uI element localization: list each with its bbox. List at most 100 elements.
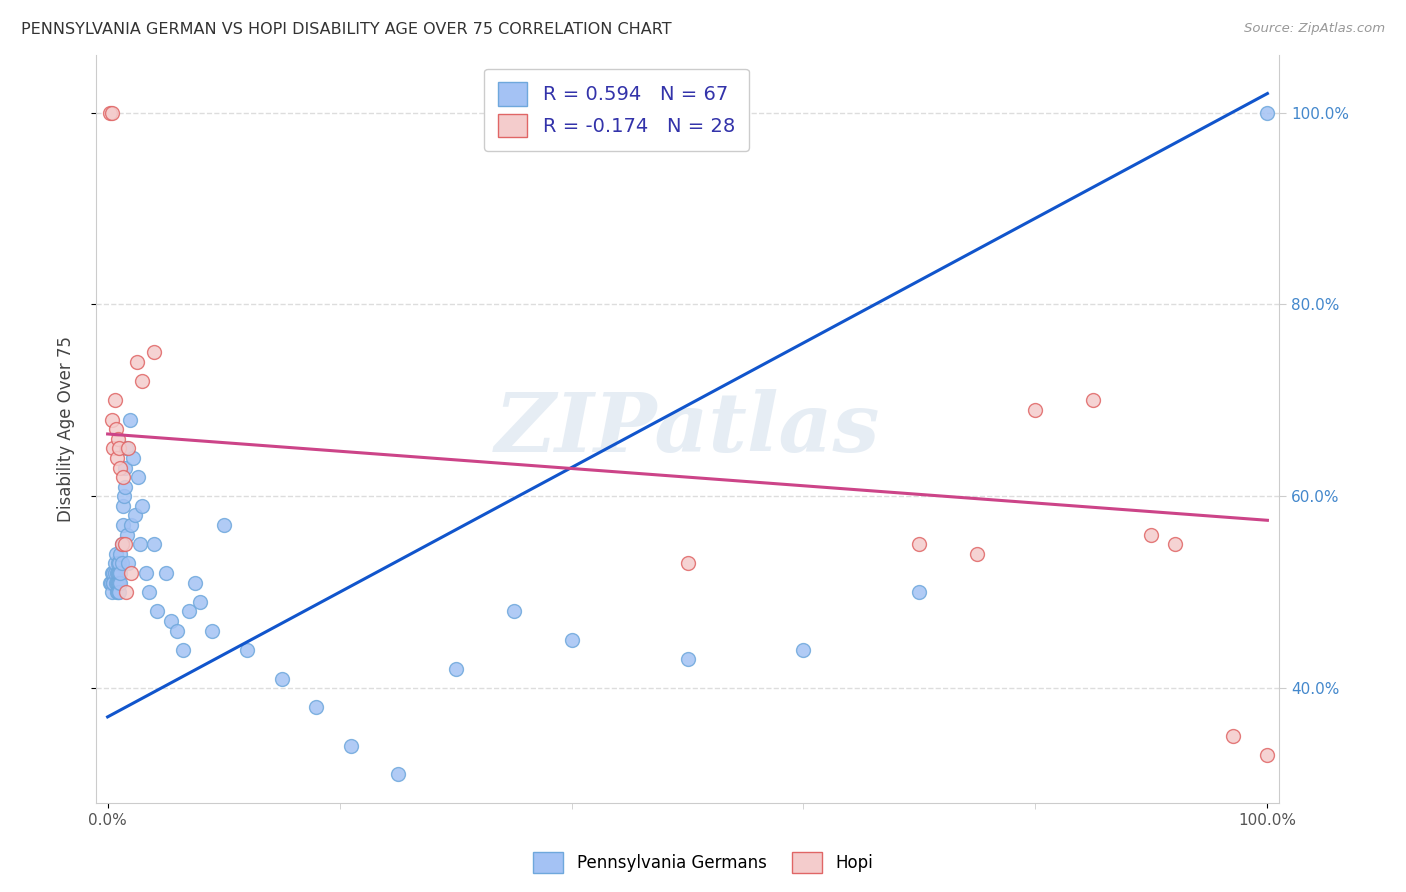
Point [101,585,124,599]
Point [1163,537,1185,551]
Point [104,547,127,561]
Point [103,575,125,590]
Point [114,480,136,494]
Point [101,412,124,426]
Point [108,575,131,590]
Point [104,422,127,436]
Point [1140,527,1163,541]
Point [1083,393,1105,408]
Point [110,547,132,561]
Point [118,412,141,426]
Point [908,585,931,599]
Point [146,604,169,618]
Point [676,557,699,571]
Point [103,566,125,580]
Point [183,575,205,590]
Point [115,585,138,599]
Point [155,566,177,580]
Point [1256,105,1278,120]
Point [104,575,127,590]
Point [212,518,235,533]
Point [792,642,814,657]
Point [103,566,125,580]
Point [122,450,145,465]
Point [110,537,132,551]
Point [114,460,136,475]
Legend: R = 0.594   N = 67, R = -0.174   N = 28: R = 0.594 N = 67, R = -0.174 N = 28 [485,69,748,151]
Point [127,470,149,484]
Point [908,537,931,551]
Point [107,432,129,446]
Point [117,557,139,571]
Point [108,566,131,580]
Point [103,557,125,571]
Point [105,575,128,590]
Text: PENNSYLVANIA GERMAN VS HOPI DISABILITY AGE OVER 75 CORRELATION CHART: PENNSYLVANIA GERMAN VS HOPI DISABILITY A… [21,22,672,37]
Legend: Pennsylvania Germans, Hopi: Pennsylvania Germans, Hopi [527,846,879,880]
Text: Source: ZipAtlas.com: Source: ZipAtlas.com [1244,22,1385,36]
Point [110,575,132,590]
Point [160,614,183,628]
Point [112,489,135,503]
Point [676,652,699,666]
Point [105,566,128,580]
Point [135,566,157,580]
Point [114,537,136,551]
Point [166,624,188,638]
Point [111,518,134,533]
Point [108,442,131,456]
Point [107,575,129,590]
Point [305,700,328,714]
Point [340,739,363,753]
Point [966,547,988,561]
Point [131,499,153,513]
Y-axis label: Disability Age Over 75: Disability Age Over 75 [58,336,75,522]
Point [502,604,524,618]
Point [110,537,132,551]
Point [103,442,125,456]
Point [117,442,139,456]
Point [101,105,124,120]
Point [108,557,131,571]
Point [101,566,124,580]
Point [131,374,153,388]
Point [120,518,142,533]
Point [98,105,121,120]
Point [387,767,409,781]
Point [138,585,160,599]
Point [125,355,148,369]
Point [190,595,212,609]
Text: ZIPatlas: ZIPatlas [495,389,880,469]
Point [143,345,166,359]
Point [1222,729,1244,743]
Point [1024,403,1046,417]
Point [201,624,224,638]
Point [103,393,125,408]
Point [143,537,166,551]
Point [110,460,132,475]
Point [107,557,129,571]
Point [107,585,129,599]
Point [270,672,292,686]
Point [107,566,129,580]
Point [103,575,125,590]
Point [98,575,121,590]
Point [111,470,134,484]
Point [117,527,139,541]
Point [105,585,128,599]
Point [560,633,582,648]
Point [120,566,142,580]
Point [177,604,200,618]
Point [1256,748,1278,763]
Point [115,442,138,456]
Point [172,642,194,657]
Point [108,585,131,599]
Point [110,566,132,580]
Point [100,575,122,590]
Point [444,662,467,676]
Point [124,508,146,523]
Point [105,450,128,465]
Point [236,642,259,657]
Point [111,499,134,513]
Point [129,537,152,551]
